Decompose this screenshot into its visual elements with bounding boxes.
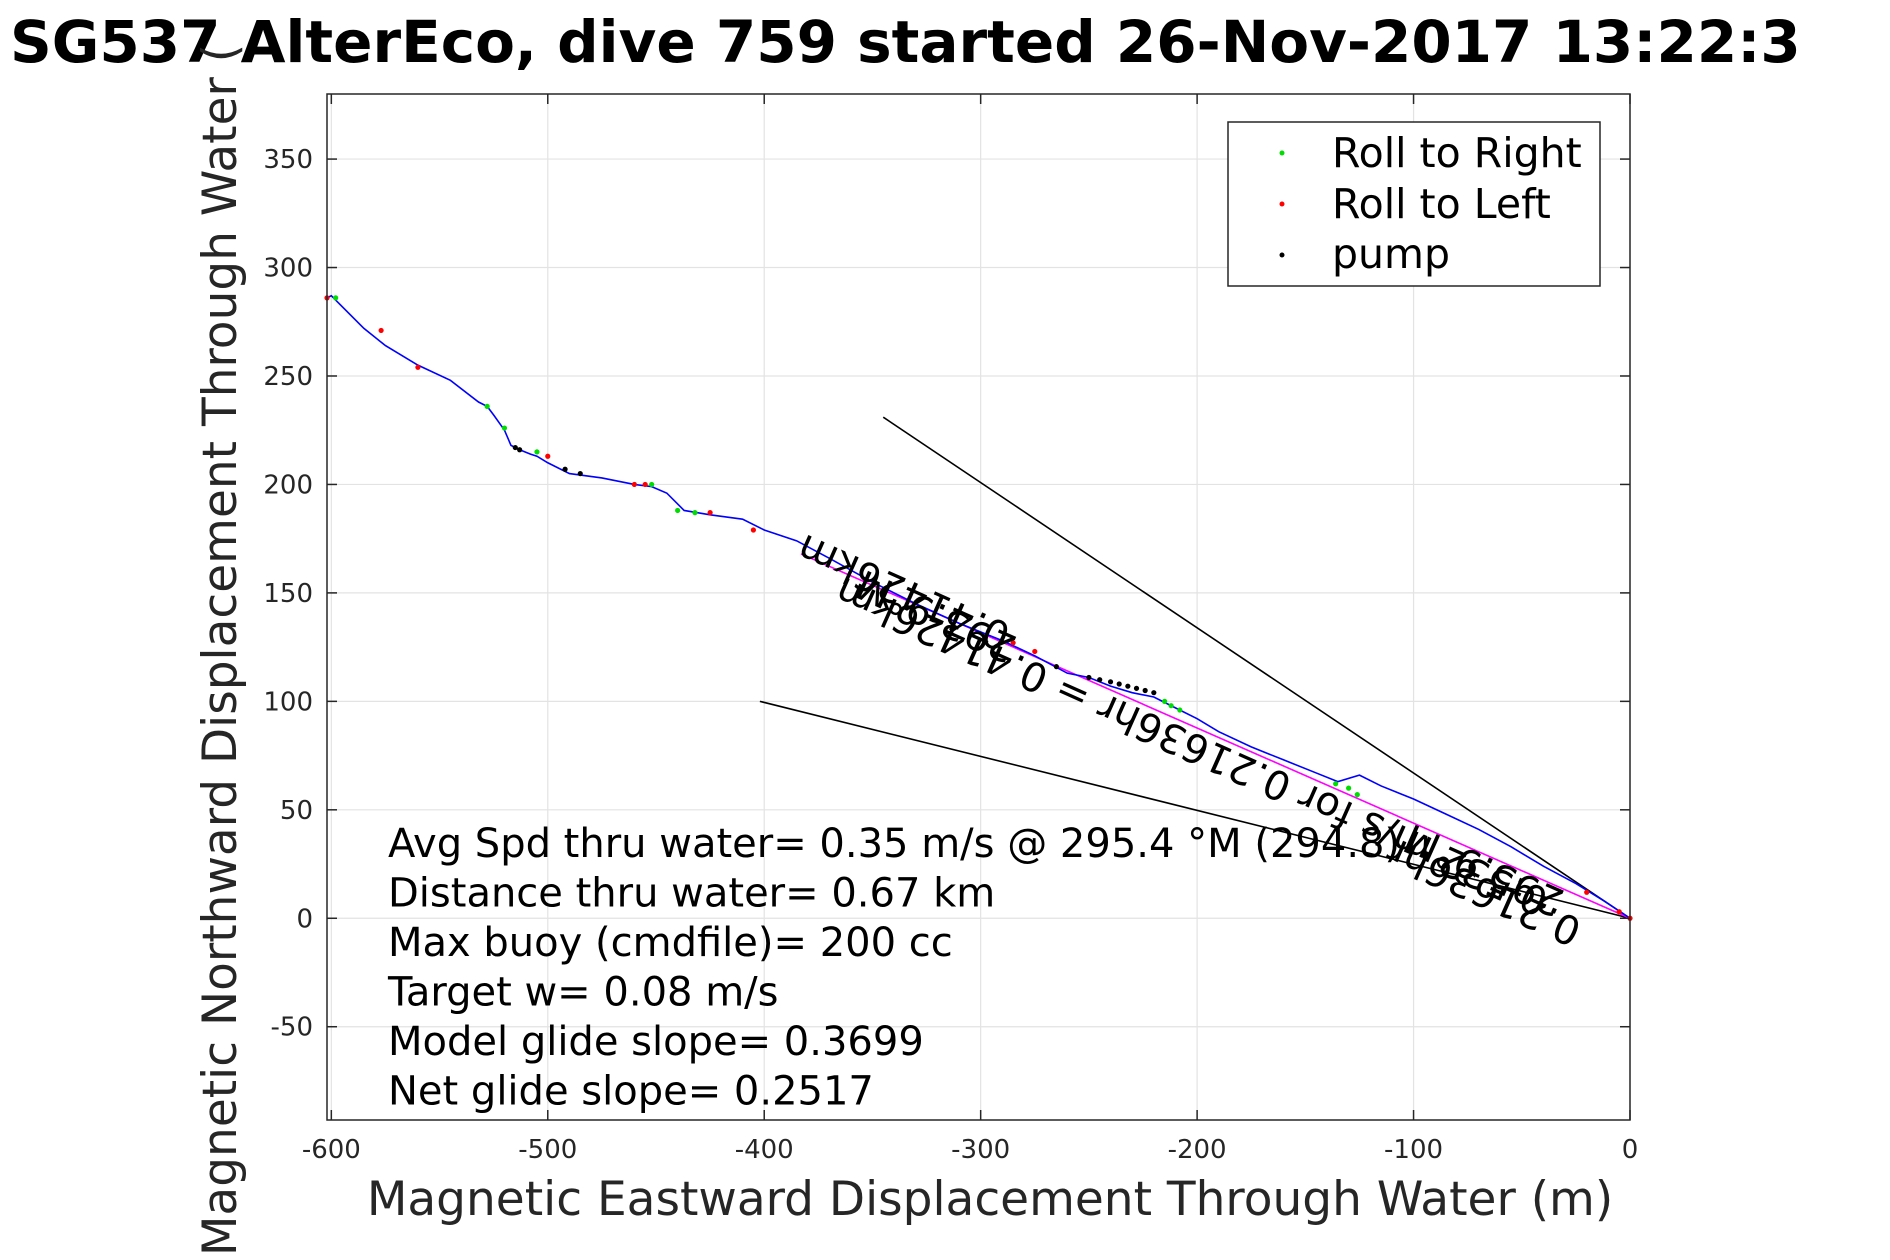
pump-point [512, 444, 518, 451]
legend-marker-roll-left [1279, 201, 1285, 207]
roll-right-point [1168, 703, 1174, 709]
x-tick-label: -200 [1168, 1135, 1227, 1165]
roll-left-point [378, 327, 384, 334]
x-tick-label: -300 [951, 1135, 1010, 1165]
plot-frame [326, 93, 1631, 1121]
roll-left-point [545, 453, 551, 459]
y-tick-label: -50 [271, 1013, 313, 1043]
stats-annotation-line: Avg Spd thru water= 0.35 m/s @ 295.4 °M … [388, 821, 1400, 867]
x-tick-label: 0 [1622, 1135, 1639, 1165]
legend-label-roll-right: Roll to Right [1332, 129, 1582, 177]
vector-line [759, 700, 1631, 920]
stats-annotation-line: Distance thru water= 0.67 km [388, 871, 995, 917]
y-tick-label: 200 [263, 470, 313, 500]
roll-right-point [534, 449, 540, 455]
stats-annotation-line: Target w= 0.08 m/s [387, 970, 778, 1016]
legend-box [1227, 121, 1601, 287]
roll-left-point [1032, 648, 1038, 655]
roll-right-point [1333, 781, 1339, 787]
pump-point [1133, 685, 1140, 691]
pump-point [1053, 664, 1060, 670]
pump-point [1097, 677, 1103, 683]
roll-right-point [333, 295, 339, 301]
roll-left-point [642, 481, 648, 488]
track-line [326, 294, 1631, 919]
roll-right-point [1346, 785, 1352, 791]
x-tick-label: -400 [735, 1135, 794, 1165]
x-tick-label: -100 [1384, 1135, 1443, 1165]
roll-left-point [631, 481, 637, 488]
x-tick-label: -500 [518, 1135, 577, 1165]
legend-label-pump: pump [1332, 230, 1450, 278]
legend-marker-pump [1279, 252, 1285, 258]
roll-left-point [1616, 909, 1622, 915]
pump-point [517, 447, 523, 453]
pump-point [1125, 683, 1131, 689]
roll-right-point [1354, 792, 1360, 798]
x-axis-label: Magnetic Eastward Displacement Through W… [367, 1172, 1613, 1227]
y-tick-label: 0 [296, 904, 313, 934]
roll-right-point [692, 510, 698, 516]
roll-right-point [501, 425, 508, 431]
stats-annotation-line: Model glide slope= 0.3699 [388, 1019, 924, 1065]
pump-point [1151, 690, 1157, 696]
roll-right-point [675, 507, 681, 514]
y-tick-label: 300 [263, 254, 313, 284]
vector-line [882, 416, 1631, 919]
roll-right-point [1162, 698, 1168, 704]
data-points [324, 295, 1633, 921]
stats-annotation-line: Max buoy (cmdfile)= 200 cc [388, 920, 953, 966]
y-tick-label: 250 [263, 362, 313, 392]
roll-right-point [484, 403, 490, 409]
chart-title: SG537 AlterEco, dive 759 started 26-Nov-… [10, 8, 1801, 76]
roll-left-point [707, 510, 713, 516]
roll-left-point [415, 364, 421, 370]
pump-point [1107, 679, 1114, 685]
roll-right-point [1177, 707, 1183, 713]
legend: Roll to Right Roll to Left pump [1227, 121, 1601, 287]
roll-left-point [750, 527, 756, 533]
roll-left-point [1010, 640, 1016, 646]
pump-point [1142, 687, 1148, 694]
stats-annotation-line: Net glide slope= 0.2517 [388, 1069, 874, 1115]
stats-annotations: Avg Spd thru water= 0.35 m/s @ 295.4 °M … [387, 821, 1400, 1115]
track [326, 294, 1631, 919]
pump-point [1116, 681, 1122, 687]
axis-ticks: -600 -500 -400 -300 -200 -100 0-50050100150200… [263, 94, 1638, 1165]
y-tick-label: 350 [263, 145, 313, 175]
legend-marker-roll-right [1279, 150, 1285, 156]
roll-left-point [1584, 889, 1590, 895]
y-tick-label: 100 [263, 687, 313, 717]
y-tick-label: 150 [263, 579, 313, 609]
x-tick-label: -600 [302, 1135, 361, 1165]
y-axis-label: Magnetic Northward Displacement Through … [193, 44, 248, 1256]
roll-right-point [649, 481, 655, 488]
legend-label-roll-left: Roll to Left [1332, 180, 1551, 228]
pump-point [577, 470, 583, 477]
y-tick-label: 50 [280, 796, 313, 826]
pump-point [562, 466, 568, 472]
pump-point [1086, 674, 1092, 681]
